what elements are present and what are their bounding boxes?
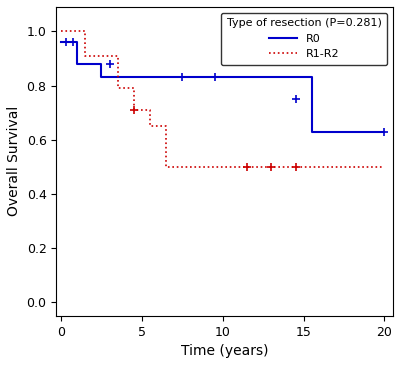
X-axis label: Time (years): Time (years) bbox=[181, 344, 268, 358]
Y-axis label: Overall Survival: Overall Survival bbox=[7, 106, 21, 216]
Legend: R0, R1-R2: R0, R1-R2 bbox=[221, 12, 387, 65]
